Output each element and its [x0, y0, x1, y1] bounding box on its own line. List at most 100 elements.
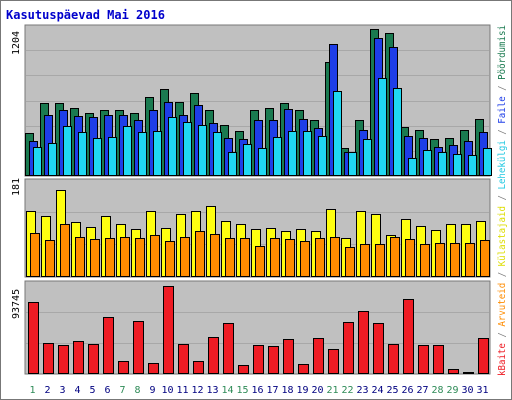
bar-arvuteid-day-20 [315, 238, 325, 277]
legend: kBaite / Arvuteid / Külastajaid / Lehekü… [497, 25, 508, 376]
bar-kbaite-day-29 [448, 369, 459, 374]
bar-arvuteid-day-23 [360, 244, 370, 277]
bar-lehekulgi-day-4 [78, 132, 87, 176]
legend-separator: / [497, 124, 508, 140]
middle-panel [24, 178, 491, 278]
bar-arvuteid-day-6 [105, 238, 115, 277]
bar-kbaite-day-1 [28, 302, 39, 374]
bar-arvuteid-day-8 [135, 238, 145, 277]
x-label-day-1: 1 [29, 385, 35, 396]
bar-lehekulgi-day-8 [138, 132, 147, 176]
legend-separator: / [497, 266, 508, 282]
bar-arvuteid-day-13 [210, 234, 220, 277]
x-label-day-24: 24 [371, 385, 383, 396]
bar-kbaite-day-25 [388, 344, 399, 374]
bar-kbaite-day-2 [43, 343, 54, 374]
bar-arvuteid-day-16 [255, 246, 265, 277]
bar-arvuteid-day-18 [285, 239, 295, 277]
bar-kbaite-day-13 [208, 337, 219, 374]
bar-lehekulgi-day-29 [453, 154, 462, 176]
bar-lehekulgi-day-9 [153, 131, 162, 176]
series-arvuteid [30, 224, 490, 277]
x-label-day-20: 20 [311, 385, 323, 396]
bar-arvuteid-day-4 [75, 237, 85, 277]
bar-kbaite-day-9 [148, 363, 159, 374]
bar-kbaite-day-12 [193, 361, 204, 374]
bar-lehekulgi-day-23 [363, 139, 372, 176]
bar-kbaite-day-28 [433, 345, 444, 374]
x-label-day-5: 5 [89, 385, 95, 396]
x-label-day-22: 22 [341, 385, 353, 396]
legend-separator: / [497, 190, 508, 206]
bar-kbaite-day-18 [283, 339, 294, 374]
top-panel [24, 24, 492, 177]
x-label-day-30: 30 [461, 385, 473, 396]
bar-kbaite-day-11 [178, 344, 189, 374]
x-label-day-7: 7 [119, 385, 125, 396]
legend-separator: / [497, 80, 508, 96]
bar-lehekulgi-day-15 [243, 144, 252, 176]
bar-kbaite-day-24 [373, 323, 384, 374]
bar-lehekulgi-day-16 [258, 148, 267, 176]
bar-lehekulgi-day-22 [348, 152, 357, 176]
bar-kbaite-day-23 [358, 311, 369, 374]
x-label-day-6: 6 [104, 385, 110, 396]
legend-item-kulastajaid: Külastajaid [497, 206, 508, 266]
bar-lehekulgi-day-19 [303, 131, 312, 176]
x-label-day-18: 18 [281, 385, 293, 396]
bar-arvuteid-day-9 [150, 235, 160, 277]
chart-title: Kasutuspäevad Mai 2016 [6, 8, 165, 22]
x-label-day-8: 8 [134, 385, 140, 396]
x-label-day-3: 3 [59, 385, 65, 396]
bar-arvuteid-day-30 [465, 243, 475, 277]
bar-kbaite-day-20 [313, 338, 324, 374]
bar-kbaite-day-26 [403, 299, 414, 374]
bar-arvuteid-day-19 [300, 241, 310, 277]
bar-lehekulgi-day-3 [63, 126, 72, 176]
bar-lehekulgi-day-5 [93, 138, 102, 176]
bar-lehekulgi-day-25 [393, 88, 402, 176]
bar-arvuteid-day-12 [195, 231, 205, 277]
bar-kbaite-day-31 [478, 338, 489, 374]
legend-item-kbaite: kBaite [497, 343, 508, 376]
legend-item-lehekulgi: Lehekülgi [497, 140, 508, 189]
bar-kbaite-day-6 [103, 317, 114, 374]
x-label-day-15: 15 [236, 385, 248, 396]
bar-lehekulgi-day-27 [423, 150, 432, 176]
bar-kbaite-day-4 [73, 341, 84, 374]
bar-lehekulgi-day-17 [273, 137, 282, 176]
bar-arvuteid-day-29 [450, 243, 460, 277]
bar-arvuteid-day-25 [390, 237, 400, 277]
chart-panels [24, 24, 492, 375]
top-panel-max-label: 1204 [11, 31, 22, 55]
bar-arvuteid-day-2 [45, 240, 55, 277]
bar-lehekulgi-day-14 [228, 152, 237, 176]
x-label-day-13: 13 [206, 385, 218, 396]
bar-lehekulgi-day-21 [333, 91, 342, 176]
x-label-day-16: 16 [251, 385, 263, 396]
bar-lehekulgi-day-10 [168, 117, 177, 176]
bar-arvuteid-day-27 [420, 244, 430, 277]
x-label-day-26: 26 [401, 385, 413, 396]
legend-separator: / [497, 327, 508, 343]
x-label-day-21: 21 [326, 385, 338, 396]
bar-arvuteid-day-15 [240, 238, 250, 277]
series-kbaite [28, 286, 489, 374]
bar-kbaite-day-17 [268, 346, 279, 374]
x-label-day-10: 10 [161, 385, 173, 396]
bar-kbaite-day-30 [463, 372, 474, 374]
bar-arvuteid-day-11 [180, 237, 190, 277]
bar-lehekulgi-day-1 [33, 147, 42, 176]
bar-lehekulgi-day-12 [198, 125, 207, 176]
bar-kbaite-day-10 [163, 286, 174, 374]
x-label-day-23: 23 [356, 385, 368, 396]
bar-lehekulgi-day-24 [378, 78, 387, 176]
bar-lehekulgi-day-28 [438, 152, 447, 176]
bar-lehekulgi-day-26 [408, 158, 417, 176]
bar-lehekulgi-day-11 [183, 122, 192, 176]
bar-lehekulgi-day-31 [483, 148, 492, 176]
bar-arvuteid-day-24 [375, 244, 385, 277]
legend-item-poordumisi: Pöördumisi [497, 25, 508, 80]
bar-kbaite-day-19 [298, 364, 309, 374]
